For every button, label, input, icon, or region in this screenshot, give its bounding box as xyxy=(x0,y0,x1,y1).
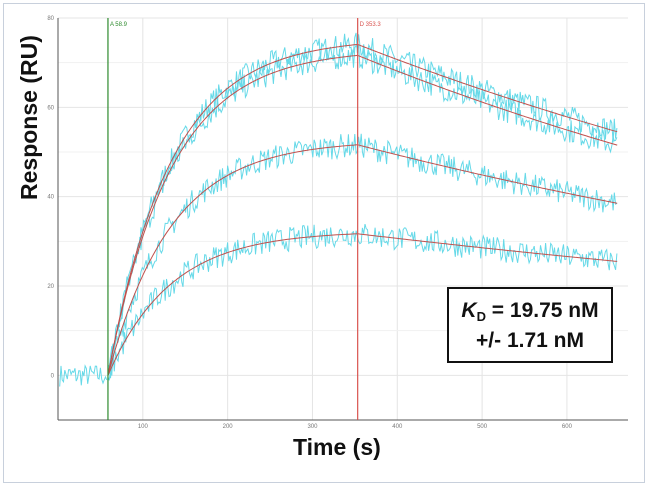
x-axis-title: Time (s) xyxy=(293,434,381,460)
x-tick-label: 500 xyxy=(477,424,488,430)
marker-label-2: D 353.3 xyxy=(360,22,382,28)
data-trace-3 xyxy=(107,133,618,379)
data-trace-4 xyxy=(107,223,618,376)
x-tick-label: 400 xyxy=(392,424,403,430)
y-tick-label: 60 xyxy=(47,105,54,111)
kd-value: = 19.75 nM xyxy=(485,299,599,322)
x-tick-label: 300 xyxy=(307,424,318,430)
kd-subscript: D xyxy=(476,309,486,324)
fit-curve-dissociation-1 xyxy=(357,43,618,133)
y-tick-label: 20 xyxy=(47,284,54,290)
fit-curve-dissociation-3 xyxy=(357,144,618,204)
x-tick-label: 600 xyxy=(562,424,573,430)
kd-symbol: K xyxy=(461,299,477,322)
data-trace-2 xyxy=(107,44,618,381)
data-trace-1 xyxy=(107,32,618,370)
fit-curve-dissociation-4 xyxy=(357,233,618,262)
y-tick-label: 0 xyxy=(51,373,55,379)
y-tick-label: 80 xyxy=(47,16,54,22)
y-tick-label: 40 xyxy=(47,195,54,201)
kd-annotation-box: KD = 19.75 nM +/- 1.71 nM xyxy=(447,287,613,363)
fit-curve-association-2 xyxy=(107,54,358,376)
fit-curve-dissociation-2 xyxy=(357,54,618,146)
baseline-data-trace xyxy=(59,364,108,387)
x-tick-label: 100 xyxy=(138,424,149,430)
kd-value-line: KD = 19.75 nM xyxy=(449,299,611,324)
x-tick-label: 200 xyxy=(223,424,234,430)
kd-error: +/- 1.71 nM xyxy=(476,329,584,352)
fit-curve-association-3 xyxy=(107,144,358,376)
marker-label-1: A 58.9 xyxy=(110,22,128,28)
figure-frame xyxy=(3,3,645,483)
y-axis-title: Response (RU) xyxy=(16,35,42,200)
fit-curve-association-1 xyxy=(107,44,358,376)
fit-curve-association-4 xyxy=(107,233,358,376)
